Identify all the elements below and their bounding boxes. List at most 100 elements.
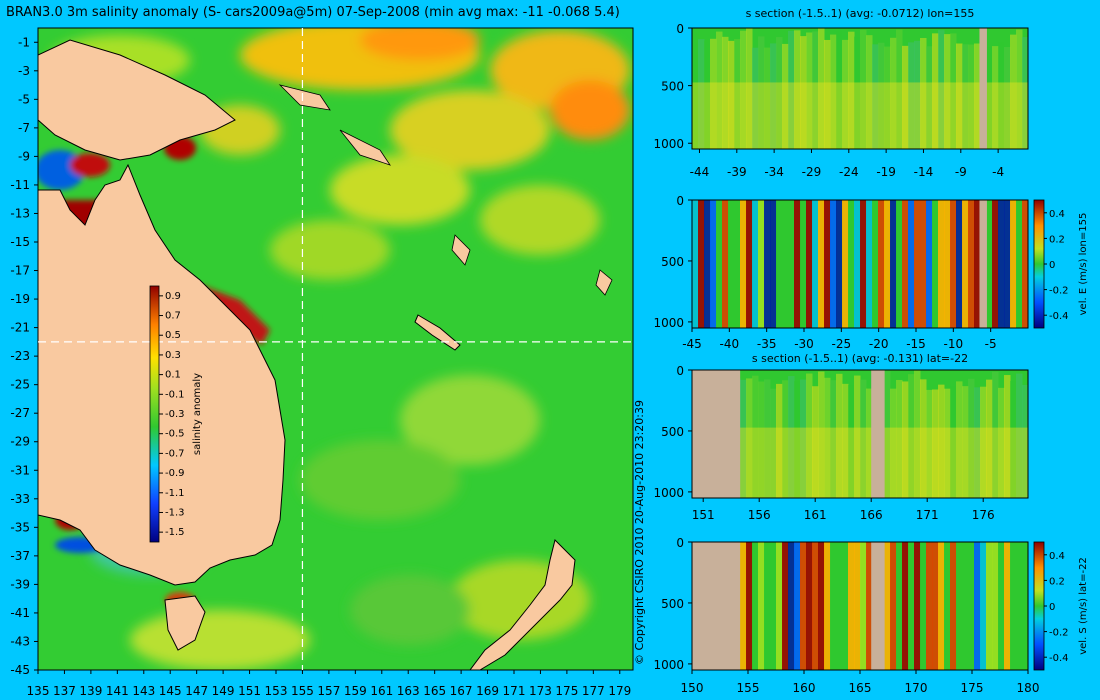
velocity-colorbar-tick-label: -0.2: [1049, 628, 1069, 639]
section-stripe: [758, 36, 765, 149]
map-colorbar-label: salinity anomaly: [192, 373, 203, 455]
section-stripe: [764, 47, 771, 149]
section-stripe: [740, 542, 747, 670]
section-stripe: [806, 200, 813, 328]
panel-x-tick-label: -14: [914, 165, 934, 179]
section-stripe: [704, 200, 711, 328]
lon-tick-label: 159: [344, 684, 367, 698]
section-stripe: [908, 374, 915, 498]
colorbar-tick-label: 0.7: [165, 311, 181, 322]
section-stripe: [998, 42, 1005, 149]
section-stripe: [998, 200, 1005, 328]
panel-y-tick-label: 1000: [653, 658, 684, 672]
section-stripe: [842, 39, 849, 149]
section-stripe: [788, 542, 795, 670]
velocity-colorbar-ramp: [1033, 541, 1045, 671]
panel-y-tick-label: 500: [661, 80, 684, 94]
panel-x-tick-label: 155: [737, 681, 760, 695]
section-stripe: [848, 31, 855, 150]
section-stripe: [932, 389, 939, 498]
lon-tick-label: 137: [53, 684, 76, 698]
section-stripe: [746, 28, 753, 150]
section-stripe: [962, 44, 969, 150]
section-stripe: [884, 46, 891, 149]
section-stripe: [854, 542, 861, 670]
panel-x-tick-label: 176: [972, 508, 995, 522]
lon-tick-label: 165: [423, 684, 446, 698]
lon-tick-label: 161: [370, 684, 393, 698]
section-stripe: [800, 200, 807, 328]
section-stripe: [836, 31, 843, 149]
lon-tick-label: 151: [238, 684, 261, 698]
lon-tick-label: 145: [159, 684, 182, 698]
section-stripe: [1016, 29, 1023, 149]
section-stripe: [1022, 384, 1029, 498]
velocity-colorbar-tick-label: -0.4: [1049, 311, 1069, 322]
velocity-colorbar-label: vel. S (m/s) lat=-22: [1078, 557, 1089, 655]
colorbar-tick-label: 0.3: [165, 350, 181, 361]
section-stripe: [812, 200, 819, 328]
panel-y-tick-label: 1000: [653, 137, 684, 151]
section-stripe: [920, 200, 927, 328]
lon-tick-label: 177: [582, 684, 605, 698]
lat-tick-label: -39: [10, 577, 30, 591]
lat-tick-label: -15: [10, 235, 30, 249]
lat-tick-label: -43: [10, 634, 30, 648]
panel-x-tick-label: 165: [849, 681, 872, 695]
section-stripe: [776, 383, 783, 498]
section-stripe: [746, 200, 753, 328]
colorbar-tick-label: -1.3: [165, 507, 185, 518]
lon-tick-label: 147: [185, 684, 208, 698]
panel-x-tick-label: 160: [793, 681, 816, 695]
section-stripe: [752, 375, 759, 498]
lat-tick-label: -41: [10, 606, 30, 620]
panel-x-tick-label: -45: [682, 337, 702, 351]
section-stripe: [818, 542, 825, 670]
section-stripe: [854, 200, 861, 328]
section-stripe: [1004, 375, 1011, 498]
lat-tick-label: -33: [10, 492, 30, 506]
section-stripe: [818, 200, 825, 328]
panel-x-tick-label: -29: [802, 165, 822, 179]
section-stripe: [848, 542, 855, 670]
section-stripe: [722, 200, 729, 328]
panel-x-tick-label: -39: [727, 165, 747, 179]
velocity-colorbar-tick-label: 0: [1049, 602, 1055, 613]
section-stripe: [860, 200, 867, 328]
section-stripe: [842, 200, 849, 328]
section-land-mask: [871, 370, 885, 498]
panel-x-tick-label: -44: [690, 165, 710, 179]
section-stripe: [902, 542, 909, 670]
section-stripe: [884, 371, 891, 498]
section-stripe: [788, 30, 795, 150]
section-stripe: [788, 200, 795, 328]
velocity-colorbar-tick-label: 0.4: [1049, 551, 1065, 562]
colorbar-tick-label: -0.3: [165, 409, 185, 420]
velocity-colorbar-label: vel. E (m/s) lon=155: [1078, 213, 1089, 316]
section-stripe: [1010, 380, 1017, 498]
section-stripe: [848, 200, 855, 328]
velocity-colorbar-tick-label: -0.4: [1049, 653, 1069, 664]
section-stripe: [824, 39, 831, 149]
section-stripe: [998, 387, 1005, 498]
lat-tick-label: -7: [18, 121, 30, 135]
velocity-colorbar-tick-label: -0.2: [1049, 286, 1069, 297]
map-colorbar: 0.9 0.7 0.5 0.3 0.1 -0.1 -0.3 -0.5 -0.7 -0.9 -1.1 -…: [149, 285, 203, 543]
colorbar-tick-label: -1.1: [165, 488, 185, 499]
panel-frame: [691, 369, 1029, 499]
section-stripe: [836, 200, 843, 328]
panel-x-tick-label: -35: [757, 337, 777, 351]
lon-tick-label: 135: [27, 684, 50, 698]
panel-y-tick-label: 500: [661, 425, 684, 439]
panel-y-tick-label: 0: [676, 364, 684, 378]
section-stripe: [776, 542, 783, 670]
tasmania: [164, 595, 206, 651]
section-stripe: [764, 200, 771, 328]
lon-tick-label: 149: [212, 684, 235, 698]
section-stripe: [962, 542, 969, 670]
section-stripe: [920, 542, 927, 670]
lat-tick-label: -11: [10, 178, 30, 192]
section-stripe: [950, 542, 957, 670]
lat-tick-label: -21: [10, 321, 30, 335]
section-stripe: [710, 38, 717, 149]
